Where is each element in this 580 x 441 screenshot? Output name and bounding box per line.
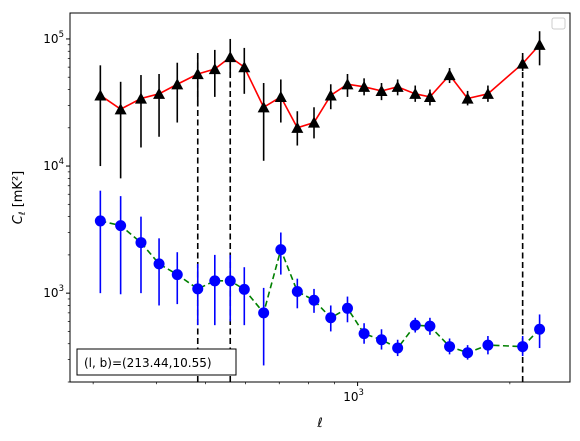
- series-1-point-8: [224, 51, 237, 63]
- series-1-point-15: [341, 78, 354, 90]
- series-1-point-20: [423, 90, 436, 102]
- series-1-point-16: [358, 80, 371, 92]
- x-axis-label: ℓ: [316, 416, 322, 431]
- y-tick-label-2: 104: [43, 157, 64, 173]
- series-2-point-7: [209, 275, 221, 287]
- series-1-point-17: [375, 84, 388, 97]
- series-1: [94, 31, 546, 179]
- series-2-point-4: [153, 258, 165, 270]
- series-1-point-21: [443, 69, 456, 81]
- series-2-point-24: [517, 341, 529, 353]
- x-tick-label-1: 103: [343, 388, 364, 404]
- series-2-point-5: [171, 269, 183, 281]
- series-1-point-13: [308, 116, 321, 128]
- series-1-point-4: [153, 87, 166, 99]
- legend: [551, 17, 566, 30]
- series-1-point-6: [191, 67, 204, 80]
- annotation-frame: [76, 348, 237, 376]
- annotation-box: (l, b)=(213.44,10.55): [76, 348, 237, 376]
- axis-ticks: 103 104 105 103: [43, 30, 511, 404]
- series-2-point-15: [341, 302, 353, 314]
- series-2-point-8: [224, 275, 236, 287]
- y-axis-label: Cℓ [mK²]: [11, 171, 28, 224]
- y-tick-label-1: 103: [43, 284, 64, 300]
- annotation-text: (l, b)=(213.44,10.55): [84, 356, 212, 370]
- series-2-point-3: [135, 237, 147, 249]
- series-2-point-23: [482, 339, 494, 351]
- series-2-point-9: [238, 283, 250, 295]
- series-1-point-22: [461, 92, 474, 104]
- series-1-point-10: [257, 101, 270, 113]
- legend-box: [551, 17, 566, 30]
- series-2-point-11: [275, 244, 287, 256]
- axes-frame: [69, 12, 571, 383]
- plot-area: [94, 31, 546, 382]
- series-2-point-25: [534, 323, 546, 335]
- series-2-point-17: [376, 334, 388, 346]
- series-2-point-12: [291, 286, 303, 298]
- series-1-point-1: [94, 89, 107, 101]
- series-2-point-13: [308, 294, 320, 306]
- y-tick-label-3: 105: [43, 30, 64, 46]
- series-2-point-2: [115, 220, 127, 232]
- series-2-point-21: [444, 341, 456, 353]
- series-1-point-14: [324, 89, 337, 101]
- series-1-point-11: [274, 90, 287, 102]
- series-2-point-22: [462, 347, 474, 359]
- series-1-point-24: [516, 57, 529, 69]
- series-1-point-19: [409, 87, 422, 99]
- series-1-point-9: [238, 61, 251, 73]
- series-2-point-18: [392, 342, 404, 354]
- series-2-point-14: [325, 312, 337, 324]
- series-1-point-23: [481, 87, 494, 99]
- series-2: [94, 190, 546, 366]
- series-1-point-3: [134, 92, 147, 104]
- series-1-point-12: [291, 121, 304, 133]
- series-2-point-10: [258, 307, 270, 319]
- series-2-point-20: [424, 320, 436, 332]
- series-1-point-7: [208, 63, 221, 75]
- series-2-point-16: [358, 328, 370, 340]
- series-1-point-18: [391, 80, 404, 92]
- series-2-point-1: [94, 215, 106, 227]
- series-2-point-19: [409, 319, 421, 331]
- series-1-point-5: [171, 78, 184, 90]
- series-1-point-2: [114, 103, 127, 115]
- series-1-point-25: [533, 38, 546, 50]
- series-2-point-6: [192, 283, 204, 295]
